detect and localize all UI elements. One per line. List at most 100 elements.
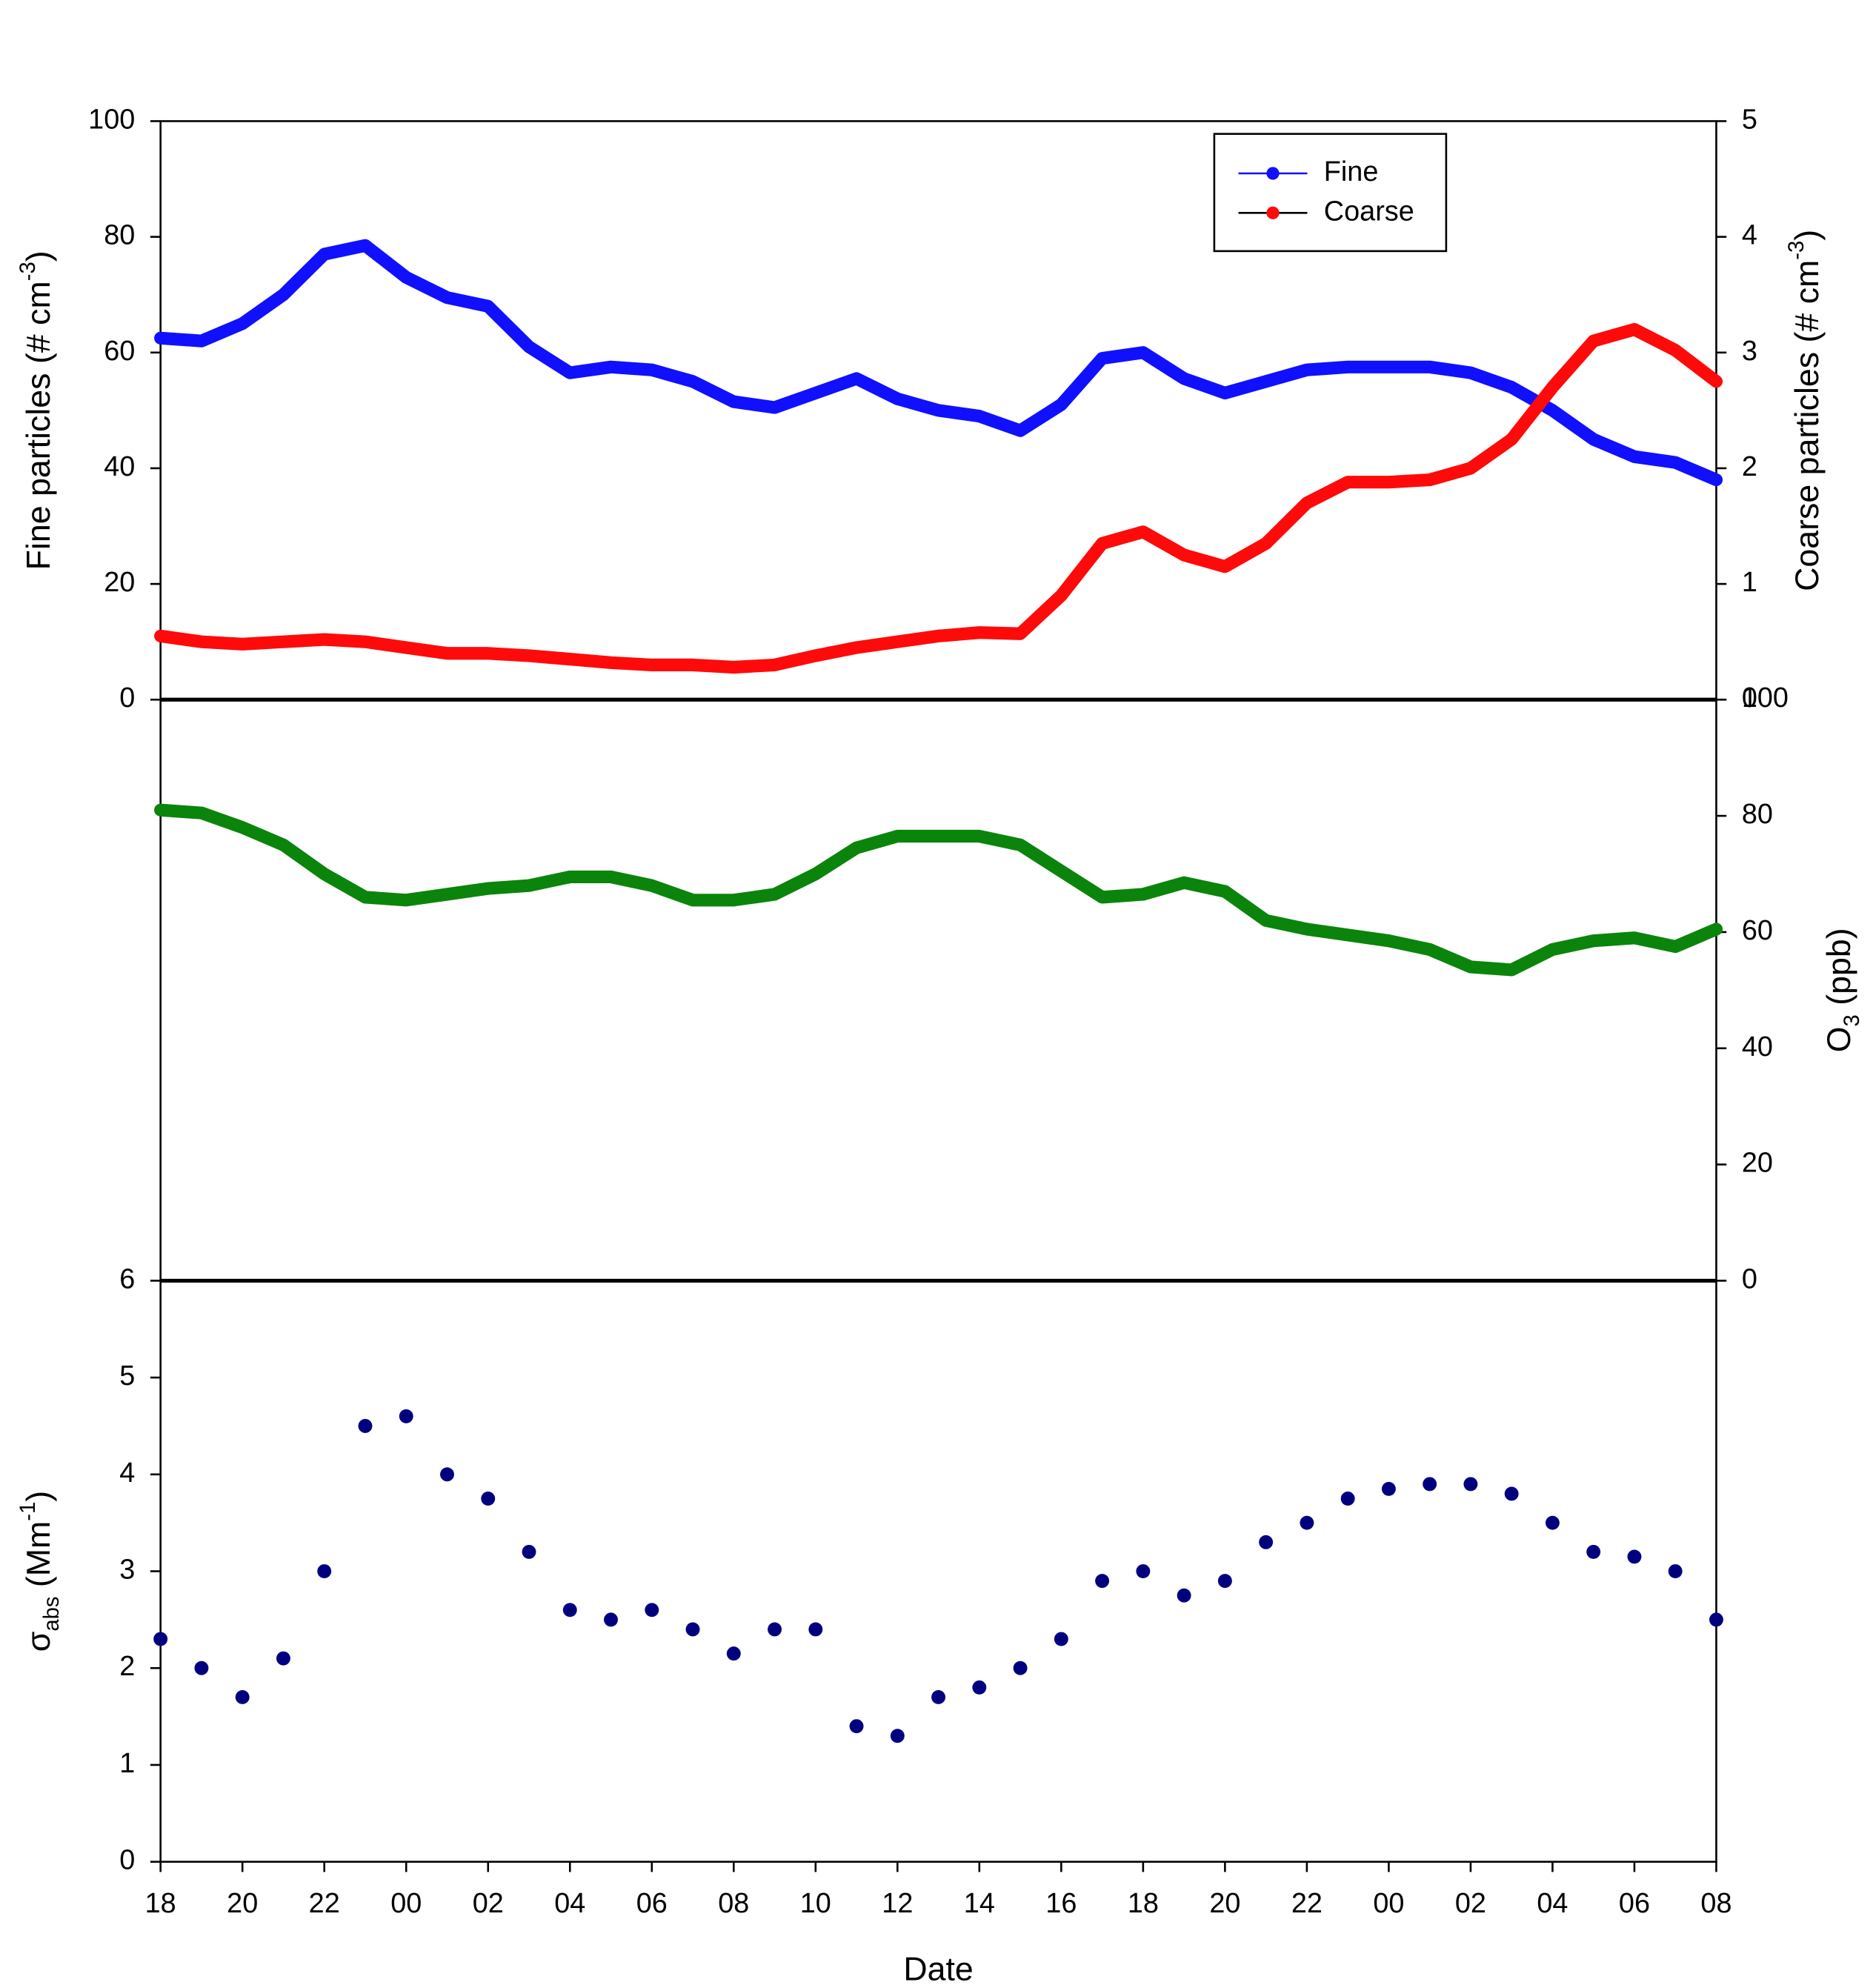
legend-marker — [1266, 206, 1280, 219]
x-tick-label: 18 — [1128, 1888, 1159, 1919]
x-tick-label: 12 — [882, 1888, 913, 1919]
data-point — [481, 1492, 496, 1506]
y-tick-label: 3 — [119, 1555, 135, 1586]
axis-title-part: ) — [21, 250, 57, 262]
x-tick-label: 04 — [1537, 1888, 1568, 1919]
axis-title-part: ) — [1789, 230, 1826, 241]
data-line — [154, 239, 1723, 487]
x-axis-title: Date — [903, 1951, 973, 1987]
y-tick-label: 5 — [1742, 104, 1757, 135]
data-point — [399, 1409, 413, 1423]
data-point — [562, 1603, 577, 1618]
y-tick-label: 4 — [1742, 220, 1757, 251]
y-tick-label: 3 — [1742, 336, 1757, 367]
data-point — [768, 1622, 782, 1637]
y-tick-label: 40 — [1742, 1031, 1773, 1063]
axis-title-part: -3 — [1785, 241, 1809, 260]
data-point — [358, 1419, 373, 1433]
data-point — [1504, 1486, 1519, 1501]
y-tick-label: 1 — [119, 1748, 135, 1779]
axis-title-part: Fine particles (# cm — [21, 281, 57, 570]
x-tick-label: 08 — [1700, 1888, 1731, 1919]
x-tick-label: 14 — [964, 1888, 995, 1919]
legend-box — [1213, 133, 1448, 253]
y-tick-label: 80 — [1742, 799, 1773, 830]
x-tick-label: 04 — [554, 1888, 585, 1919]
y-tick-label: 100 — [88, 104, 135, 135]
y-tick-label: 5 — [119, 1360, 135, 1392]
x-tick-label: 06 — [636, 1888, 668, 1919]
y-tick-label: 1 — [1742, 567, 1757, 598]
y-tick-label: 6 — [119, 1263, 135, 1294]
axis-title: Fine particles (# cm-3) — [16, 250, 57, 570]
y-tick-label: 2 — [1742, 451, 1757, 482]
data-point — [1259, 1535, 1274, 1549]
data-point — [931, 1689, 946, 1704]
data-point — [890, 1729, 905, 1743]
data-point — [1013, 1660, 1028, 1675]
axis-title-part: abs — [40, 1597, 64, 1632]
y-tick-label: 80 — [104, 220, 135, 251]
data-point — [235, 1689, 250, 1704]
data-point — [317, 1564, 332, 1578]
x-tick-label: 20 — [1209, 1888, 1240, 1919]
data-point — [1586, 1544, 1601, 1559]
data-point — [685, 1622, 700, 1637]
axis-title-part: O — [1821, 1026, 1857, 1052]
data-point — [1217, 1574, 1232, 1589]
data-point — [194, 1660, 209, 1675]
x-tick-label: 18 — [145, 1888, 176, 1919]
axis-title-part: ) — [21, 1491, 57, 1502]
data-line — [154, 803, 1723, 977]
y-tick-label: 0 — [119, 682, 135, 714]
x-tick-label: 06 — [1619, 1888, 1650, 1919]
data-point — [1709, 1612, 1723, 1627]
data-point — [440, 1467, 454, 1482]
y-tick-label: 20 — [104, 567, 135, 598]
x-tick-label: 00 — [390, 1888, 422, 1919]
axis-title-part: -1 — [16, 1502, 40, 1521]
x-tick-label: 22 — [1291, 1888, 1323, 1919]
legend-label: Coarse — [1324, 196, 1414, 227]
data-point — [849, 1719, 864, 1734]
axis-title-part: Coarse particles (# cm — [1789, 260, 1826, 591]
data-point — [1545, 1515, 1560, 1530]
data-point — [726, 1646, 741, 1661]
data-point — [808, 1622, 823, 1637]
y-tick-label: 60 — [1742, 915, 1773, 946]
data-point — [1054, 1632, 1068, 1646]
data-point — [604, 1612, 618, 1627]
data-point — [276, 1651, 290, 1666]
x-tick-label: 16 — [1045, 1888, 1077, 1919]
legend-label: Fine — [1324, 156, 1379, 187]
data-point — [972, 1680, 987, 1695]
y-tick-label: 100 — [1742, 682, 1789, 714]
axis-title-part: (Mm — [21, 1521, 57, 1597]
axis-title-part: 3 — [1840, 1014, 1864, 1026]
data-point — [153, 1632, 168, 1646]
axis-title-part: (ppb) — [1821, 928, 1857, 1014]
plot-frame — [159, 120, 1717, 1863]
x-tick-label: 08 — [718, 1888, 749, 1919]
x-tick-label: 10 — [800, 1888, 831, 1919]
data-point — [1627, 1549, 1642, 1564]
legend-marker — [1266, 167, 1280, 180]
data-point — [1463, 1477, 1478, 1492]
y-tick-label: 40 — [104, 451, 135, 482]
axis-title: σabs (Mm-1) — [16, 1491, 64, 1652]
y-tick-label: 0 — [119, 1845, 135, 1876]
data-point — [1136, 1564, 1151, 1578]
data-point — [645, 1603, 659, 1618]
y-tick-label: 20 — [1742, 1148, 1773, 1179]
y-tick-label: 0 — [1742, 1263, 1757, 1294]
axis-title: O3 (ppb) — [1821, 928, 1864, 1052]
data-point — [1668, 1564, 1683, 1578]
axis-title-part: -3 — [16, 262, 40, 281]
x-tick-label: 02 — [1455, 1888, 1486, 1919]
data-point — [1340, 1492, 1355, 1506]
x-tick-label: 00 — [1373, 1888, 1404, 1919]
x-tick-label: 02 — [473, 1888, 504, 1919]
